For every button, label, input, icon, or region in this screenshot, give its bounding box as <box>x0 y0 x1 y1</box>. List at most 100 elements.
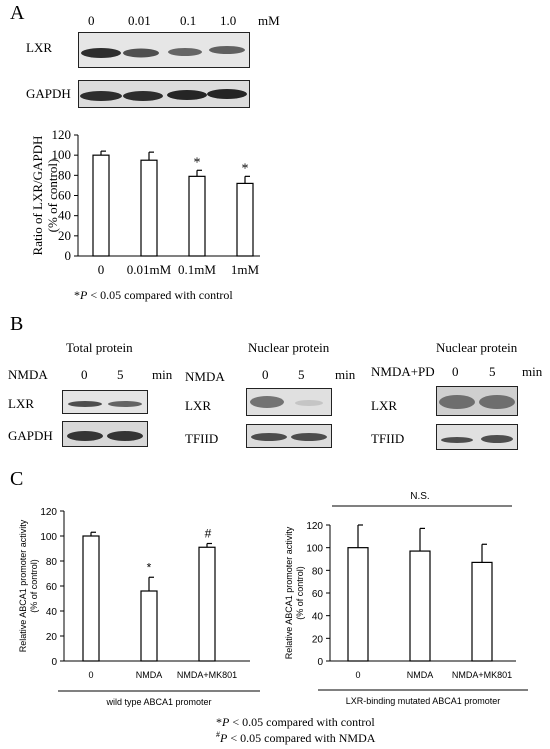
panel-a-letter: A <box>10 2 25 24</box>
footnote-a-text: < 0.05 compared with control <box>87 288 233 302</box>
b-nuclear-time-0: 0 <box>262 367 269 382</box>
b-total-treatment: NMDA <box>8 367 48 382</box>
b-pd-row-tfiid: TFIID <box>371 431 405 446</box>
footnote-c-2-p: P <box>220 731 228 745</box>
footnote-c-1-p: P <box>222 715 230 729</box>
blot-b-total-lxr <box>62 390 148 414</box>
chart-a-ytick-label-4: 80 <box>58 167 71 182</box>
chart-a-xtick-label-0: 0 <box>98 262 105 277</box>
chart-c-left-ytick-label-6: 120 <box>40 507 57 518</box>
b-pd-time-5: 5 <box>489 364 496 379</box>
chart-c-left-xtick-label-0: 0 <box>88 670 93 680</box>
chart-c-left-ytick-label-4: 80 <box>46 557 58 568</box>
chart-c-right-ylabel-2: (% of control) <box>295 566 305 620</box>
footnote-a-p: P <box>80 288 88 302</box>
chart-c-left-sig-2: # <box>205 527 212 541</box>
chart-a: 0 20 40 60 80 100 120 0 0.01mM * 0.1mM * 1mM Ratio of… <box>30 127 260 277</box>
b-nuclear-treatment: NMDA <box>185 369 225 384</box>
chart-c-right-bar-1 <box>409 550 431 662</box>
b-pd-row-lxr: LXR <box>371 398 397 413</box>
b-total-row-gapdh: GAPDH <box>8 428 53 443</box>
chart-c-right-ytick-label-1: 20 <box>312 634 324 645</box>
panel-b-letter: B <box>10 313 24 335</box>
chart-a-xtick-label-1: 0.01mM <box>127 262 172 277</box>
chart-a-ytick-label-5: 100 <box>52 147 72 162</box>
chart-c-left-ytick-label-1: 20 <box>46 632 58 643</box>
chart-c-left-xlabel: wild type ABCA1 promoter <box>105 697 211 707</box>
chart-c-left-xtick-label-2: NMDA+MK801 <box>177 670 237 680</box>
blot-a-gapdh-bands <box>80 89 247 101</box>
chart-c-left-ytick-label-2: 40 <box>46 607 58 618</box>
conc-label-3: 1.0 <box>220 13 237 28</box>
b-nuclear-time-5: 5 <box>298 367 305 382</box>
b-nuclear-row-tfiid: TFIID <box>185 431 219 446</box>
chart-a-sig-2: * <box>194 155 201 170</box>
conc-label-0: 0 <box>88 13 95 28</box>
chart-c-left-ytick-label-5: 100 <box>40 532 57 543</box>
blot-b-nuclear-tfiid <box>246 424 332 448</box>
b-total-unit: min <box>152 367 173 382</box>
blot-b-total-gapdh <box>62 421 148 447</box>
b-total-time-5: 5 <box>117 367 124 382</box>
chart-c-right-xlabel: LXR-binding mutated ABCA1 promoter <box>346 696 501 706</box>
b-nuclear-row-lxr: LXR <box>185 398 211 413</box>
blot-a-lxr <box>78 32 250 68</box>
blot-a-gapdh <box>78 80 250 108</box>
chart-a-ytick-label-3: 60 <box>58 188 71 203</box>
chart-c-right-xtick-label-0: 0 <box>355 670 360 680</box>
chart-c-left-bar-0 <box>82 535 100 662</box>
b-nuclear-title: Nuclear protein <box>248 340 330 355</box>
blot-b-nuclear-lxr <box>246 388 332 416</box>
blot-a-lxr-bands <box>81 46 245 58</box>
b-pd-treatment: NMDA+PD <box>371 364 435 379</box>
blot-row-label-lxr: LXR <box>26 40 52 55</box>
chart-c-left-sig-1: * <box>147 560 152 574</box>
chart-a-xtick-label-3: 1mM <box>231 262 260 277</box>
footnote-c-2-text: < 0.05 compared with NMDA <box>227 731 376 745</box>
chart-a-ytick-label-6: 120 <box>52 127 72 142</box>
blot-row-label-gapdh: GAPDH <box>26 86 71 101</box>
chart-c-right-ytick-label-6: 120 <box>306 521 323 532</box>
b-total-row-lxr: LXR <box>8 396 34 411</box>
chart-c-right-ytick-label-2: 40 <box>312 612 324 623</box>
chart-c-left-bar-2 <box>198 546 216 662</box>
b-nuclear-unit: min <box>335 367 356 382</box>
chart-c-right-bar-0 <box>347 547 369 662</box>
b-pd-unit: min <box>522 364 543 379</box>
chart-c-right-ytick-label-0: 0 <box>317 657 323 668</box>
chart-c-right-xtick-label-1: NMDA <box>407 670 434 680</box>
chart-c-right-ytick-label-3: 60 <box>312 589 324 600</box>
chart-a-sig-3: * <box>242 161 249 176</box>
chart-a-ytick-label-1: 20 <box>58 228 71 243</box>
conc-label-1: 0.01 <box>128 13 151 28</box>
chart-c-right-ytick-label-4: 80 <box>312 566 324 577</box>
footnote-a: *P < 0.05 compared with control <box>74 288 233 302</box>
chart-c-left-xtick-label-1: NMDA <box>136 670 163 680</box>
blot-b-pd-tfiid <box>436 424 518 450</box>
footnote-c-1-text: < 0.05 compared with control <box>229 715 375 729</box>
chart-c-right-xtick-label-2: NMDA+MK801 <box>452 670 512 680</box>
chart-c-right-ytick-label-5: 100 <box>306 544 323 555</box>
blot-b-pd-lxr <box>436 386 518 416</box>
conc-unit: mM <box>258 13 280 28</box>
b-pd-title: Nuclear protein <box>436 340 518 355</box>
chart-a-xtick-label-2: 0.1mM <box>178 262 216 277</box>
chart-a-ytick-label-0: 0 <box>65 248 72 263</box>
chart-a-ylabel-2: (% of control) <box>45 159 60 233</box>
b-total-time-0: 0 <box>81 367 88 382</box>
chart-c-left-ytick-label-0: 0 <box>51 657 57 668</box>
chart-c-left-ylabel: Relative ABCA1 promoter activity <box>18 519 28 652</box>
b-pd-time-0: 0 <box>452 364 459 379</box>
panel-c-letter: C <box>10 468 24 490</box>
b-total-title: Total protein <box>66 340 133 355</box>
footnote-c-1: *P < 0.05 compared with control <box>216 715 375 729</box>
chart-c-left-ylabel-2: (% of control) <box>29 559 39 613</box>
ns-label: N.S. <box>410 491 429 502</box>
chart-a-ytick-label-2: 40 <box>58 208 71 223</box>
chart-c-right-ylabel: Relative ABCA1 promoter activity <box>284 526 294 659</box>
chart-c-right-bar-2 <box>471 561 493 662</box>
conc-label-2: 0.1 <box>180 13 197 28</box>
footnote-c-2: #P < 0.05 compared with NMDA <box>216 730 376 745</box>
chart-a-ylabel: Ratio of LXR/GAPDH <box>30 136 45 256</box>
